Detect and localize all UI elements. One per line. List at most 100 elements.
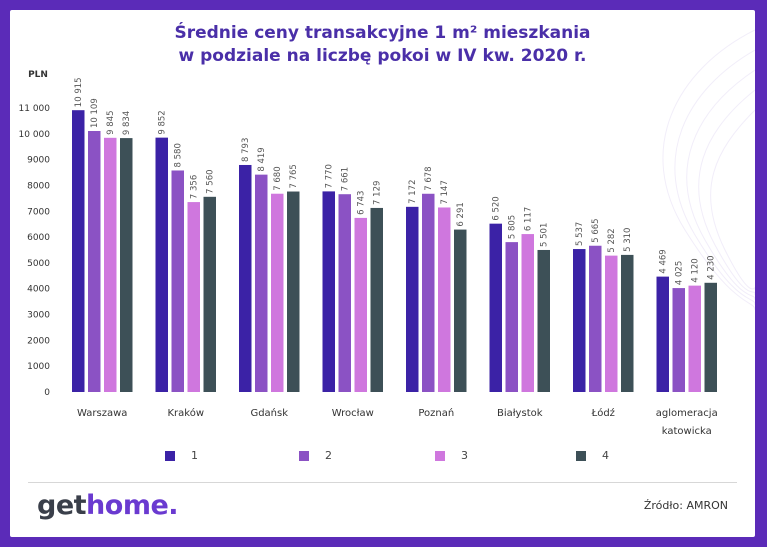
chart-title-line1: Średnie ceny transakcyjne 1 m² mieszkani… xyxy=(174,23,591,43)
bar xyxy=(271,193,284,392)
x-tick-label-line1: aglomeracja xyxy=(656,408,718,419)
legend-swatch xyxy=(299,450,309,461)
bar xyxy=(203,196,216,392)
legend-label: 3 xyxy=(461,449,468,462)
y-tick-label: 3000 xyxy=(27,311,50,321)
legend-swatch xyxy=(576,450,586,461)
chart-legend: 1 2 3 4 xyxy=(10,449,755,469)
y-tick-label: 9000 xyxy=(27,156,50,166)
data-label: 5 665 xyxy=(591,218,601,242)
legend-item: 2 xyxy=(299,449,332,462)
x-tick-label: Warszawa xyxy=(77,408,127,419)
bar xyxy=(72,110,85,392)
chart-title-line2: w podziale na liczbę pokoi w IV kw. 2020… xyxy=(178,46,587,66)
bar xyxy=(521,234,534,392)
data-label: 9 845 xyxy=(106,110,116,134)
bar xyxy=(489,223,502,392)
bar xyxy=(573,249,586,392)
chart-card: Średnie ceny transakcyjne 1 m² mieszkani… xyxy=(10,10,755,537)
data-label: 4 120 xyxy=(691,258,701,282)
bar xyxy=(287,191,300,392)
data-label: 7 678 xyxy=(424,166,434,190)
legend-item: 1 xyxy=(165,449,198,462)
bar xyxy=(155,137,168,392)
bar xyxy=(88,131,101,392)
legend-label: 1 xyxy=(191,449,198,462)
x-tick-label: Łódź xyxy=(591,407,615,419)
gethome-logo: gethome. xyxy=(37,490,179,521)
data-label: 7 172 xyxy=(408,179,418,203)
logo-part-get: get xyxy=(37,490,87,521)
bar-chart: PLN 0 1000 2000 3000 4000 5000 6000 7000 8000 9000… xyxy=(19,70,718,437)
bar xyxy=(338,194,351,392)
bar xyxy=(422,193,435,392)
bar xyxy=(255,174,268,392)
y-tick-label: 10 000 xyxy=(19,130,51,140)
x-tick-label-line2: katowicka xyxy=(662,426,712,437)
bar xyxy=(354,217,367,392)
legend-label: 2 xyxy=(325,449,332,462)
bar xyxy=(187,202,200,392)
data-label: 6 743 xyxy=(357,191,367,215)
bar xyxy=(454,229,467,392)
data-label: 8 419 xyxy=(257,147,267,171)
data-label: 8 580 xyxy=(174,143,184,167)
y-tick-label: 4000 xyxy=(27,285,50,295)
y-tick-label: 8000 xyxy=(27,181,50,191)
y-tick-label: 11 000 xyxy=(19,104,51,114)
data-label: 6 117 xyxy=(524,207,534,231)
data-label: 7 356 xyxy=(190,175,200,199)
data-label: 4 025 xyxy=(675,261,685,285)
data-label: 6 520 xyxy=(492,196,502,220)
data-label: 4 469 xyxy=(659,249,669,273)
bar xyxy=(322,191,335,392)
bar xyxy=(171,170,184,392)
data-label: 7 765 xyxy=(289,164,299,188)
bar xyxy=(688,285,701,392)
bar xyxy=(120,138,133,392)
legend-swatch xyxy=(165,450,175,461)
y-axis-label: PLN xyxy=(28,70,48,80)
x-tick-label: Poznań xyxy=(418,407,454,419)
footer-divider xyxy=(28,482,737,483)
y-tick-label: 1000 xyxy=(27,362,50,372)
data-label: 5 501 xyxy=(540,223,550,247)
data-label: 7 770 xyxy=(325,164,335,188)
bar xyxy=(589,245,602,392)
bar xyxy=(621,254,634,392)
data-label: 8 793 xyxy=(241,138,251,162)
decorative-wave-lines xyxy=(662,29,755,310)
bar xyxy=(438,207,451,392)
data-label: 7 129 xyxy=(373,181,383,205)
legend-item: 3 xyxy=(435,449,468,462)
x-tick-label: Wrocław xyxy=(332,408,374,419)
data-label: 4 230 xyxy=(707,255,717,279)
data-label: 5 282 xyxy=(607,228,617,252)
bar xyxy=(656,276,669,392)
source-note: Źródło: AMRON xyxy=(643,499,728,512)
data-label: 5 310 xyxy=(623,228,633,252)
y-tick-label: 5000 xyxy=(27,259,50,269)
bar xyxy=(406,206,419,392)
data-label: 6 291 xyxy=(456,202,466,226)
data-label: 7 661 xyxy=(341,167,351,191)
x-tick-label: Kraków xyxy=(167,407,204,419)
y-tick-label: 7000 xyxy=(27,207,50,217)
bar xyxy=(704,282,717,392)
data-label: 7 147 xyxy=(440,180,450,204)
bar xyxy=(239,164,252,392)
legend-item: 4 xyxy=(576,449,609,462)
bar xyxy=(605,255,618,392)
data-label: 10 109 xyxy=(90,98,100,128)
legend-swatch xyxy=(435,450,445,461)
y-tick-label: 6000 xyxy=(27,233,50,243)
data-label: 9 852 xyxy=(158,110,168,134)
bar xyxy=(672,288,685,392)
bar xyxy=(537,249,550,392)
data-label: 10 915 xyxy=(74,77,84,107)
y-tick-label: 2000 xyxy=(27,336,50,346)
data-label: 9 834 xyxy=(122,111,132,135)
data-label: 7 680 xyxy=(273,166,283,190)
data-label: 5 805 xyxy=(508,215,518,239)
logo-part-home: home. xyxy=(86,490,179,521)
